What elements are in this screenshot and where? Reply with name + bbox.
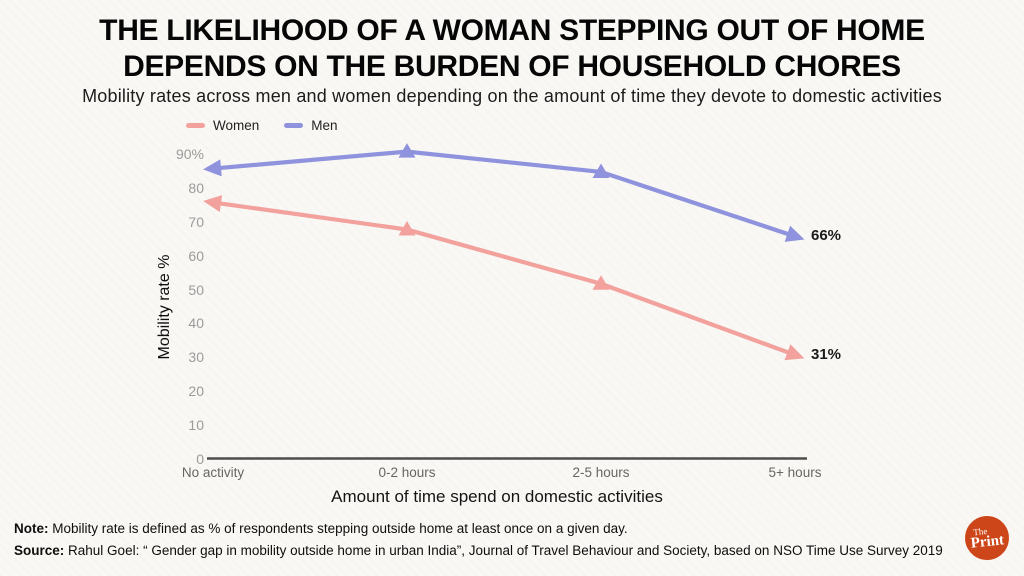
x-tick-0-2-hours: 0-2 hours (378, 465, 436, 480)
y-tick-0: 0 (196, 451, 204, 467)
source-body: Rahul Goel: “ Gender gap in mobility out… (68, 543, 943, 558)
theprint-logo-print: Print (970, 532, 1005, 552)
marker-men-2 (592, 163, 610, 178)
y-axis-title: Mobility rate % (156, 254, 173, 360)
x-tick-2-5-hours: 2-5 hours (572, 465, 630, 480)
y-tick-10: 10 (188, 417, 204, 434)
legend-label-women: Women (213, 118, 260, 133)
series-line-men (210, 149, 798, 239)
x-tick-no-activity: No activity (181, 465, 245, 480)
marker-women-0 (203, 195, 223, 212)
y-tick-40: 40 (188, 315, 204, 332)
legend-item-men: Men (284, 118, 338, 133)
legend-label-men: Men (311, 118, 338, 133)
x-tick-5+-hours: 5+ hours (768, 465, 822, 480)
y-tick-20: 20 (188, 383, 204, 400)
y-tick-60: 60 (188, 247, 204, 264)
marker-men-3 (784, 225, 805, 242)
note-text: Note: Mobility rate is defined as % of r… (14, 521, 628, 536)
page-title-line2: DEPENDS ON THE BURDEN OF HOUSEHOLD CHORE… (123, 50, 901, 83)
y-tick-30: 30 (188, 349, 204, 366)
series-line-women (210, 200, 798, 358)
marker-women-2 (592, 275, 610, 290)
legend-swatch-men (284, 123, 304, 128)
legend-swatch-women (186, 123, 205, 128)
data-label-men: 66% (811, 227, 842, 245)
note-body: Mobility rate is defined as % of respond… (52, 521, 628, 536)
note-label: Note: (14, 521, 49, 536)
source-text: Source: Rahul Goel: “ Gender gap in mobi… (14, 543, 943, 558)
y-tick-70: 70 (188, 213, 204, 230)
y-tick-80: 80 (188, 179, 204, 196)
y-tick-50: 50 (188, 281, 204, 298)
marker-men-0 (203, 159, 222, 177)
source-label: Source: (14, 543, 65, 558)
chart-subtitle: Mobility rates across men and women depe… (82, 86, 942, 106)
marker-men-1 (398, 143, 416, 158)
data-label-women: 31% (811, 345, 842, 363)
page-title: THE LIKELIHOOD OF A WOMAN STEPPING OUT O… (0, 13, 1024, 85)
page-title-line1: THE LIKELIHOOD OF A WOMAN STEPPING OUT O… (99, 14, 925, 47)
y-tick-90%: 90% (175, 145, 204, 162)
legend-item-women: Women (186, 118, 259, 133)
x-axis-title: Amount of time spend on domestic activit… (331, 487, 663, 506)
chart-legend: Women Men (186, 118, 338, 133)
marker-women-1 (398, 221, 416, 236)
marker-women-3 (784, 344, 805, 361)
